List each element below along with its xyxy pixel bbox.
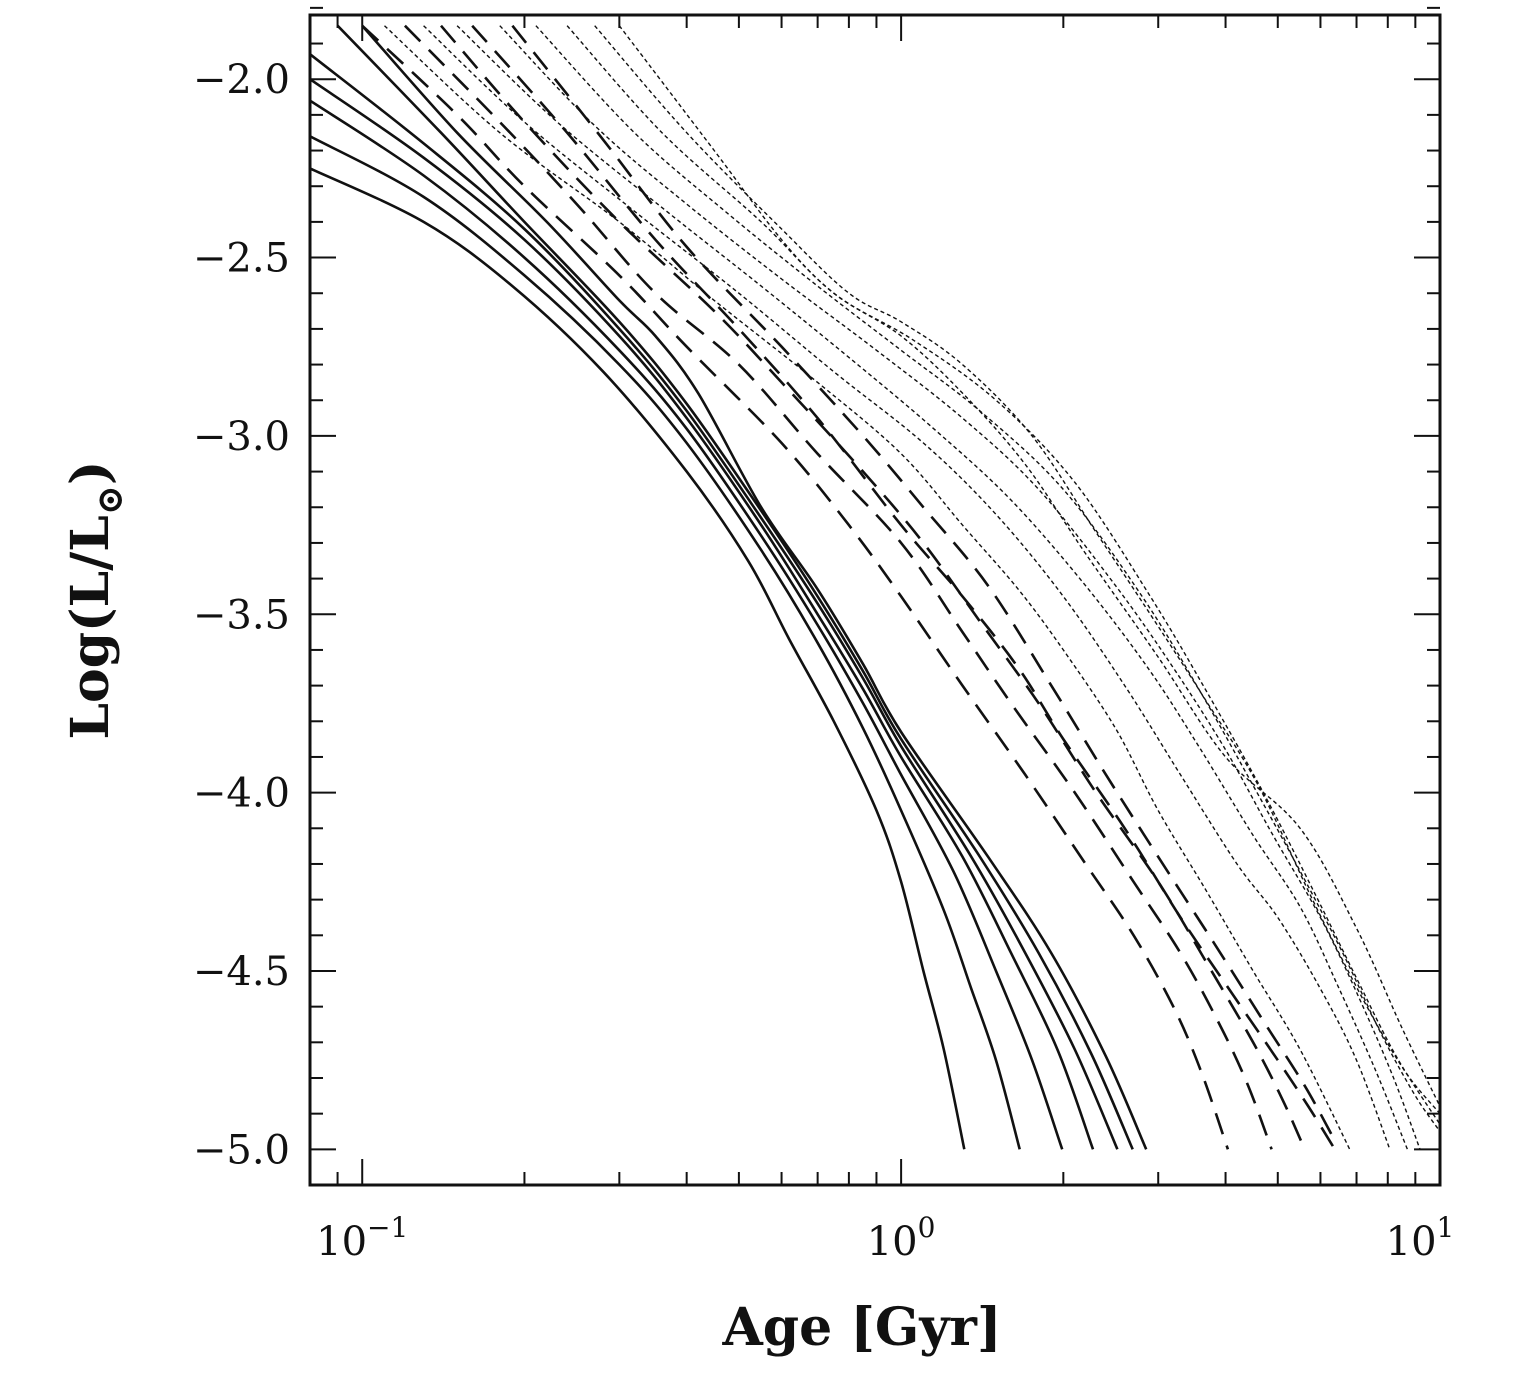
x-tick-label-base: 10 (1386, 1219, 1437, 1265)
series-solid-line-5 (336, 24, 1134, 1150)
y-axis-label-main: Log(L/L (60, 515, 121, 739)
x-tick-label-exponent: 0 (918, 1211, 936, 1244)
y-tick-label: −3.5 (193, 592, 290, 638)
series-solid-line-6 (361, 24, 1148, 1150)
series-dotted-line-19 (618, 25, 1440, 1107)
x-tick-label-base: 10 (867, 1219, 918, 1265)
series-dotted-line-12 (384, 25, 1351, 1150)
ticks-group (309, 6, 1441, 1186)
x-axis-label: Age [Gyr] (721, 1297, 1001, 1358)
y-tick-label: −4.0 (193, 771, 290, 817)
series-solid-line-4 (310, 53, 1119, 1150)
series-dotted-line-18 (594, 25, 1440, 1115)
curves-group (310, 24, 1440, 1150)
y-tick-label: −2.5 (193, 236, 290, 282)
x-tick-label: 10−1 (316, 1211, 408, 1265)
x-tick-label-base: 10 (316, 1219, 367, 1265)
tick-labels-group: 10−1 100 101−2.0−2.5−3.0−3.5−4.0−4.5−5.0 (193, 57, 1455, 1265)
plot-frame (308, 13, 1442, 1187)
y-tick-label: −3.0 (193, 414, 290, 460)
series-dotted-line-14 (456, 25, 1409, 1150)
series-solid-line-3 (310, 78, 1095, 1150)
x-tick-label-exponent: −1 (367, 1211, 408, 1244)
series-dotted-line-15 (499, 25, 1421, 1150)
y-tick-label: −5.0 (193, 1127, 290, 1173)
series-dashed-line-8 (403, 24, 1273, 1150)
x-tick-label: 100 (867, 1211, 936, 1265)
y-tick-label: −2.0 (193, 57, 290, 103)
y-axis-label: Log(L/L⊙) (60, 460, 131, 739)
series-dashed-line-10 (471, 24, 1336, 1150)
series-dashed-line-11 (511, 24, 1334, 1136)
y-tick-label: −4.5 (193, 949, 290, 995)
series-solid-line-0 (310, 167, 966, 1150)
series-solid-line-2 (310, 99, 1064, 1150)
x-tick-label: 101 (1386, 1211, 1455, 1265)
series-dashed-line-9 (440, 24, 1306, 1150)
series-dotted-line-17 (566, 25, 1440, 1125)
x-tick-label-exponent: 1 (1437, 1211, 1455, 1244)
series-solid-line-1 (310, 135, 1021, 1150)
y-axis-label-sub: ⊙ (89, 485, 131, 515)
y-axis-label-close: ) (60, 460, 121, 485)
series-dotted-line-13 (423, 25, 1391, 1150)
series-dashed-line-7 (361, 24, 1230, 1150)
series-dotted-line-16 (535, 25, 1440, 1132)
